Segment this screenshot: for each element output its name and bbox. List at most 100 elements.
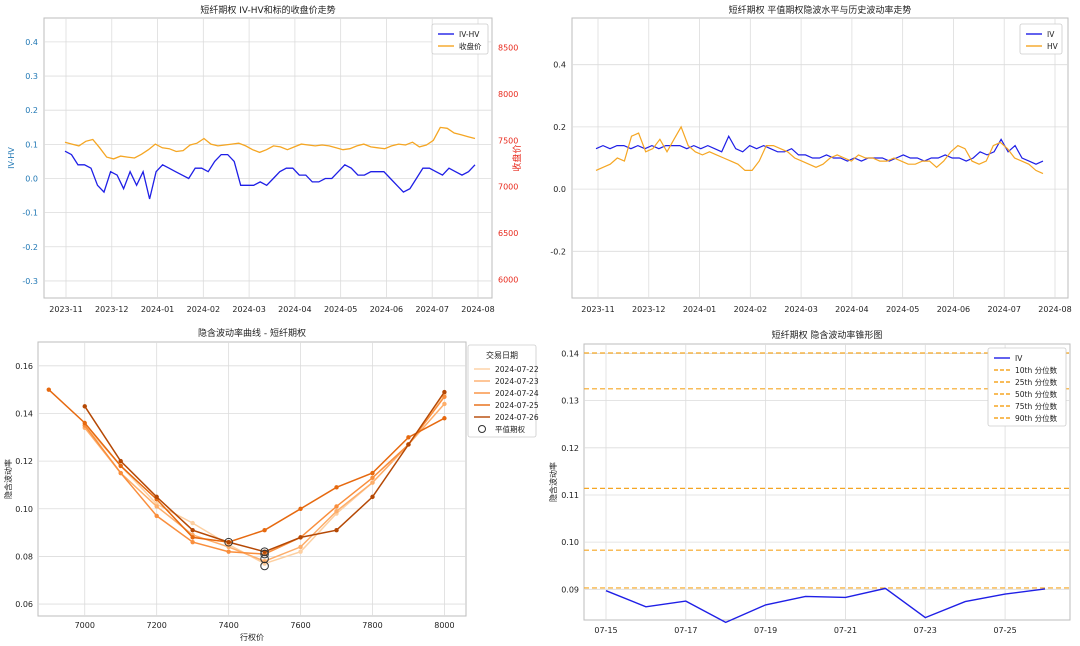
smile-point bbox=[154, 513, 159, 519]
cone-frame bbox=[583, 343, 1071, 621]
smile-point bbox=[190, 535, 195, 540]
smile-point bbox=[190, 520, 195, 526]
smile-point bbox=[262, 528, 267, 533]
smile-legend-marker bbox=[478, 425, 486, 433]
level-x-tick: 2024-03 bbox=[784, 305, 817, 314]
level-x-tick: 2023-11 bbox=[581, 305, 614, 314]
ivhv-x-tick: 2024-07 bbox=[416, 305, 449, 314]
smile-point bbox=[406, 442, 411, 447]
smile-y-tick: 0.08 bbox=[15, 552, 33, 561]
chart-ivhv: 2023-11 2023-12 2024-01 2024-02 2024-03 2024-… bbox=[7, 4, 523, 314]
level-x-tick: 2024-05 bbox=[886, 305, 919, 314]
smile-point bbox=[370, 475, 375, 481]
ivhv-y-tick: -0.2 bbox=[22, 243, 38, 252]
ivhv-y2-tick: 8000 bbox=[498, 90, 518, 99]
cone-ylabel: 隐含波动率 bbox=[548, 462, 558, 502]
ivhv-x-tick: 2024-08 bbox=[461, 305, 494, 314]
ivhv-y-tick: 0.0 bbox=[25, 174, 38, 183]
ivhv-x-tick: 2024-03 bbox=[232, 305, 265, 314]
level-x-tick: 2024-02 bbox=[734, 305, 767, 314]
cone-x-tick: 07-21 bbox=[834, 626, 857, 635]
smile-frame bbox=[37, 341, 467, 617]
cone-x-tick: 07-17 bbox=[674, 626, 697, 635]
smile-point bbox=[442, 389, 447, 395]
ivhv-y-tick: 0.4 bbox=[25, 38, 38, 47]
cone-y-tick: 0.11 bbox=[561, 491, 579, 500]
ivhv-ylabel: IV-HV bbox=[7, 147, 16, 169]
smile-point bbox=[370, 470, 375, 476]
ivhv-x-tick: 2024-02 bbox=[187, 305, 220, 314]
cone-y-tick: 0.12 bbox=[561, 444, 579, 453]
cone-y-tick: 0.10 bbox=[561, 538, 579, 547]
level-line-hv bbox=[595, 125, 1044, 175]
smile-legend-title: 交易日期 bbox=[486, 350, 518, 360]
level-y-tick: 0.0 bbox=[553, 185, 566, 194]
cone-title: 短纤期权 隐含波动率锥形图 bbox=[772, 329, 883, 341]
ivhv-title: 短纤期权 IV-HV和标的收盘价走势 bbox=[200, 4, 335, 16]
ivhv-x-tick: 2023-12 bbox=[95, 305, 128, 314]
smile-point bbox=[226, 549, 231, 554]
smile-legend-label: 2024-07-23 bbox=[495, 377, 539, 386]
level-x-tick: 2024-08 bbox=[1038, 305, 1071, 314]
smile-atm-marker bbox=[260, 561, 269, 571]
ivhv-y-tick: 0.3 bbox=[25, 72, 38, 81]
smile-legend-label: 2024-07-26 bbox=[495, 413, 539, 422]
smile-point bbox=[334, 528, 339, 533]
smile-x-tick: 7200 bbox=[147, 621, 167, 630]
smile-legend-label: 2024-07-24 bbox=[495, 389, 539, 398]
smile-legend-label: 平值期权 bbox=[495, 424, 525, 434]
level-frame bbox=[571, 17, 1069, 299]
smile-legend-label: 2024-07-22 bbox=[495, 365, 539, 374]
cone-legend-label: 50th 分位数 bbox=[1015, 389, 1058, 399]
cone-iv-line bbox=[605, 587, 1046, 624]
ivhv-y2-tick: 6000 bbox=[498, 275, 518, 284]
smile-point bbox=[370, 480, 375, 485]
smile-point bbox=[370, 494, 375, 500]
cone-legend-label: 75th 分位数 bbox=[1015, 401, 1058, 411]
level-x-tick: 2023-12 bbox=[632, 305, 665, 314]
smile-line-2024-07-26 bbox=[84, 391, 446, 553]
smile-xlabel: 行权价 bbox=[240, 632, 264, 642]
smile-x-tick: 8000 bbox=[434, 621, 454, 630]
cone-legend-label: IV bbox=[1015, 354, 1023, 363]
smile-y-tick: 0.06 bbox=[15, 600, 33, 609]
smile-point bbox=[298, 506, 303, 511]
ivhv-y-tick: 0.1 bbox=[25, 140, 38, 149]
smile-point bbox=[118, 470, 123, 476]
ivhv-y2-tick: 7500 bbox=[498, 136, 518, 145]
ivhv-y-tick: -0.3 bbox=[22, 277, 38, 286]
smile-point bbox=[226, 539, 231, 545]
ivhv-x-tick: 2024-05 bbox=[324, 305, 357, 314]
smile-point bbox=[334, 508, 339, 514]
ivhv-y2-tick: 8500 bbox=[498, 44, 518, 53]
ivhv-spread-line bbox=[64, 150, 476, 200]
ivhv-close-line bbox=[64, 126, 476, 160]
level-legend-label: IV bbox=[1047, 30, 1055, 39]
smile-line-2024-07-25 bbox=[48, 389, 445, 543]
smile-legend-box bbox=[467, 344, 537, 438]
ivhv-y2-tick: 6500 bbox=[498, 229, 518, 238]
smile-point bbox=[154, 494, 159, 500]
smile-point bbox=[334, 504, 339, 509]
level-y-tick: 0.4 bbox=[553, 61, 566, 70]
ivhv-x-tick: 2024-06 bbox=[370, 305, 403, 314]
smile-y-tick: 0.16 bbox=[15, 362, 33, 371]
smile-y-tick: 0.10 bbox=[15, 505, 33, 514]
smile-point bbox=[190, 539, 195, 545]
level-line-iv bbox=[595, 134, 1044, 165]
ivhv-y2label: 收盘价 bbox=[511, 144, 523, 171]
smile-point bbox=[82, 420, 87, 426]
cone-y-tick: 0.09 bbox=[561, 585, 579, 594]
smile-point bbox=[118, 458, 123, 464]
smile-point bbox=[46, 387, 51, 392]
level-x-tick: 2024-01 bbox=[683, 305, 716, 314]
smile-point bbox=[82, 404, 87, 409]
ivhv-x-tick: 2024-04 bbox=[278, 305, 311, 314]
smile-y-tick: 0.14 bbox=[15, 409, 33, 418]
cone-y-tick: 0.13 bbox=[561, 397, 579, 406]
cone-legend-label: 10th 分位数 bbox=[1015, 365, 1058, 375]
smile-x-tick: 7400 bbox=[218, 621, 238, 630]
chart-level: 2023-11 2023-12 2024-01 2024-02 2024-03 2024-… bbox=[550, 4, 1071, 314]
